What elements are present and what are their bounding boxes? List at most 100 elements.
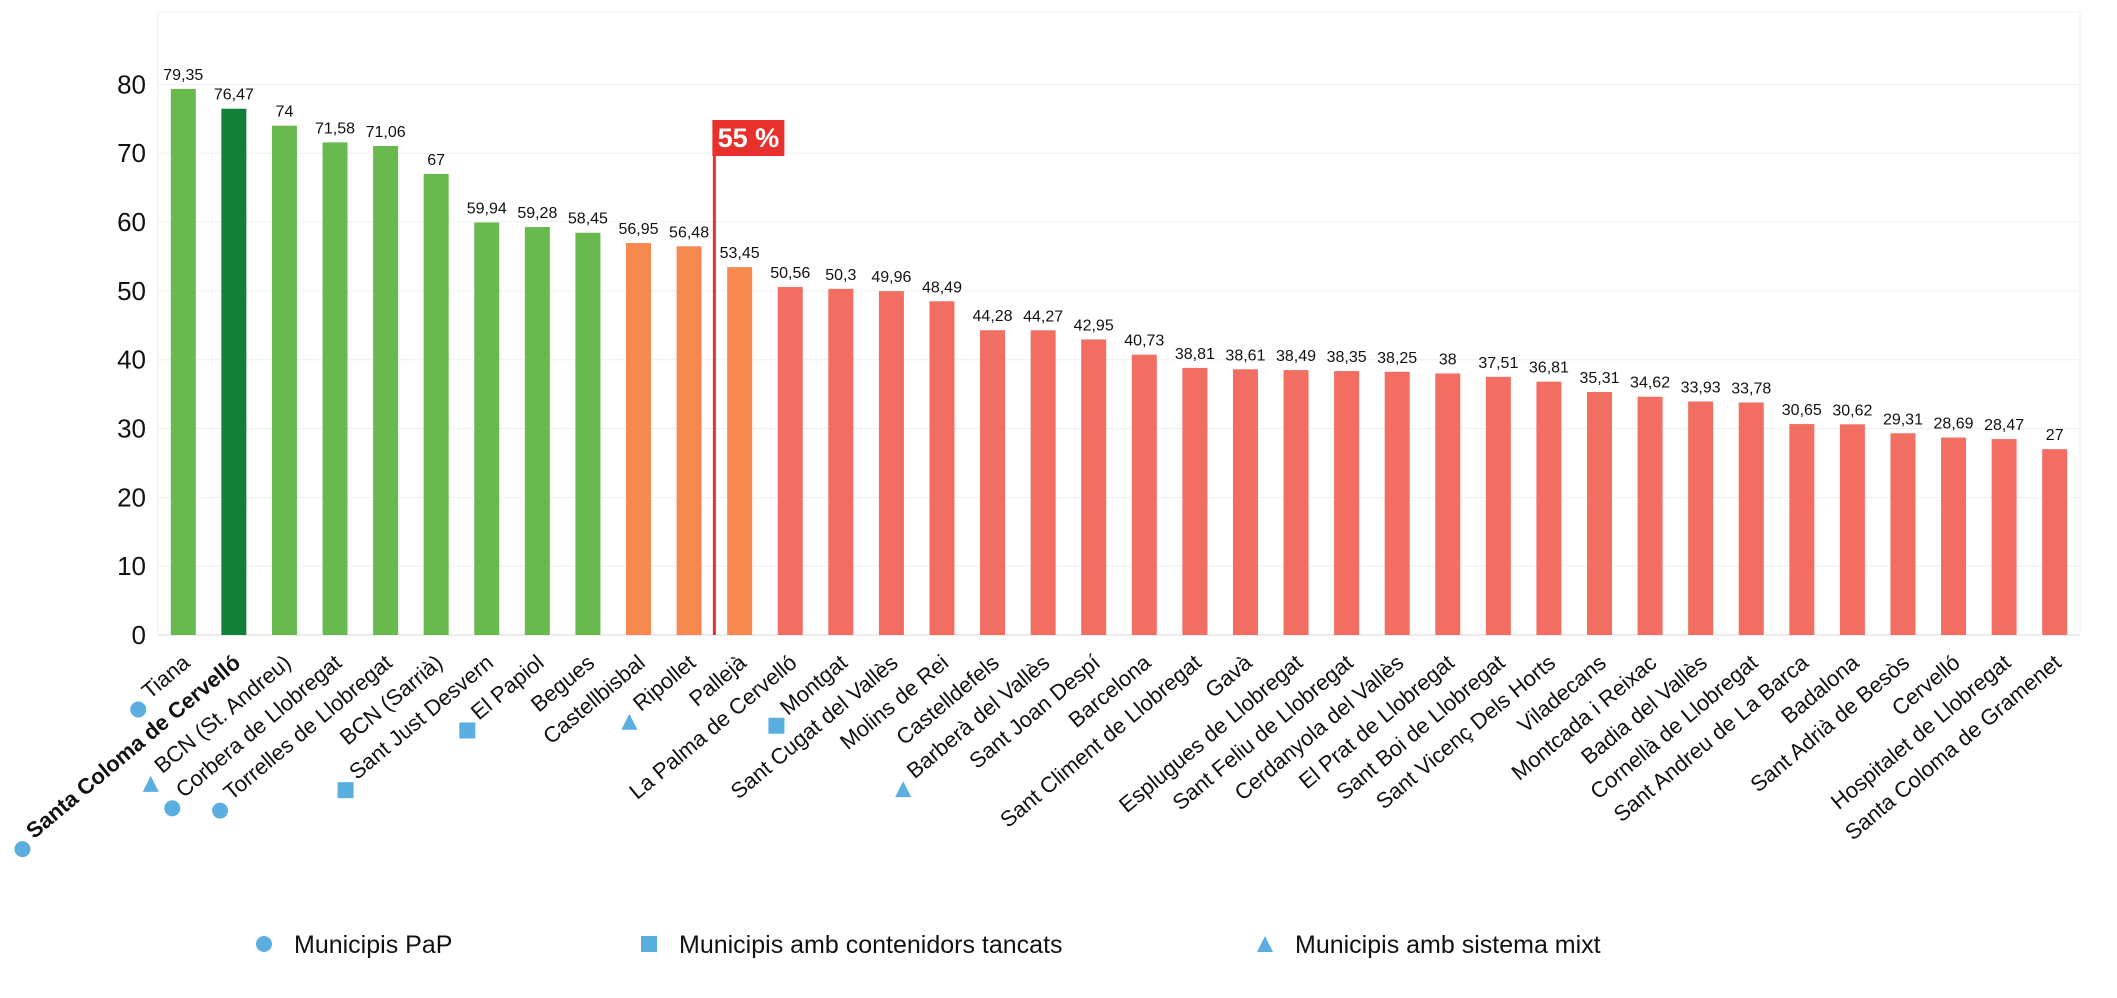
bar (1283, 370, 1309, 635)
circle-marker-icon (164, 800, 181, 817)
data-label: 49,96 (871, 269, 911, 286)
bar (777, 287, 803, 635)
bar (221, 108, 247, 635)
category-markers (14, 701, 912, 858)
data-label: 37,51 (1478, 355, 1518, 372)
data-label: 79,35 (163, 67, 203, 84)
data-label: 38,25 (1377, 350, 1417, 367)
legend-label: Municipis PaP (294, 931, 452, 959)
bar (322, 142, 348, 635)
y-axis-ticks: 0 10 20 30 40 50 60 70 80 (117, 69, 146, 650)
y-tick-label: 0 (132, 620, 146, 650)
threshold-marker: 55 % (712, 120, 785, 635)
data-label: 56,95 (618, 221, 658, 238)
data-label: 42,95 (1074, 317, 1114, 334)
data-label: 38,61 (1225, 347, 1265, 364)
bar (1991, 439, 2017, 635)
y-tick-label: 60 (117, 207, 146, 237)
triangle-marker-icon (621, 713, 638, 730)
bar (1890, 433, 1916, 635)
bar (271, 125, 297, 636)
data-label: 67 (427, 152, 445, 169)
bar (1789, 424, 1815, 635)
legend-item: Municipis amb contenidors tancats (641, 931, 1063, 959)
data-label: 36,81 (1529, 360, 1569, 377)
data-label: 38,49 (1276, 348, 1316, 365)
y-tick-label: 50 (117, 276, 146, 306)
bar (1941, 437, 1967, 635)
data-label: 44,27 (1023, 308, 1063, 325)
bar (676, 246, 702, 635)
bar (1131, 354, 1157, 635)
legend-item: Municipis PaP (256, 931, 452, 959)
bar (1232, 369, 1258, 635)
data-label: 40,73 (1124, 333, 1164, 350)
data-label: 53,45 (720, 245, 760, 262)
bar (170, 88, 196, 635)
data-label: 35,31 (1579, 370, 1619, 387)
circle-legend-icon (256, 936, 272, 952)
threshold-label-box (712, 120, 785, 156)
data-label: 59,28 (517, 205, 557, 222)
data-label: 50,3 (825, 267, 856, 284)
bar (575, 232, 601, 635)
bar (474, 222, 500, 635)
square-marker-icon (459, 722, 476, 739)
data-label: 30,65 (1782, 402, 1822, 419)
bar (1384, 371, 1410, 635)
data-label: 56,48 (669, 224, 709, 241)
bars (170, 88, 2068, 636)
bar (878, 291, 904, 635)
y-tick-label: 10 (117, 551, 146, 581)
threshold-label: 55 % (718, 123, 780, 153)
bar (373, 145, 399, 635)
triangle-legend-icon (1257, 936, 1273, 952)
circle-marker-icon (130, 701, 147, 718)
square-legend-icon (641, 936, 657, 952)
legend-label: Municipis amb sistema mixt (1295, 931, 1601, 959)
bar (1182, 367, 1208, 635)
bar (1536, 381, 1562, 635)
bar (1435, 373, 1461, 635)
data-label: 71,58 (315, 120, 355, 137)
bar (1334, 371, 1360, 635)
bar (423, 173, 449, 635)
data-label: 76,47 (214, 87, 254, 104)
data-label: 38,35 (1327, 349, 1367, 366)
data-label: 38,81 (1175, 346, 1215, 363)
value-labels: 79,35 76,47 74 71,58 71,06 67 59,94 59,28 58,45 5… (163, 67, 2063, 444)
data-label: 38 (1439, 351, 1457, 368)
y-tick-label: 80 (117, 69, 146, 99)
square-marker-icon (768, 717, 785, 734)
bar (1738, 402, 1764, 635)
data-label: 74 (276, 104, 294, 121)
data-label: 29,31 (1883, 411, 1923, 428)
bar (1587, 391, 1612, 635)
data-label: 34,62 (1630, 375, 1670, 392)
bar (524, 227, 550, 636)
x-tick-label: Santa Coloma de Cervelló (21, 650, 245, 844)
bar (828, 288, 854, 635)
bar (980, 330, 1006, 635)
data-label: 33,93 (1681, 379, 1721, 396)
data-label: 27 (2046, 427, 2064, 444)
bar (1688, 401, 1714, 635)
y-tick-label: 30 (117, 414, 146, 444)
circle-marker-icon (212, 802, 229, 819)
data-label: 28,69 (1934, 416, 1974, 433)
triangle-marker-icon (895, 781, 912, 798)
data-label: 28,47 (1984, 417, 2024, 434)
data-label: 48,49 (922, 279, 962, 296)
bar (1485, 376, 1511, 635)
y-tick-label: 70 (117, 138, 146, 168)
circle-marker-icon (14, 841, 31, 858)
bar (1637, 396, 1663, 635)
data-label: 30,62 (1832, 402, 1872, 419)
data-label: 50,56 (770, 265, 810, 282)
bar (929, 301, 955, 635)
bar (2042, 449, 2068, 635)
bar (1030, 330, 1056, 635)
legend-item: Municipis amb sistema mixt (1257, 931, 1601, 959)
